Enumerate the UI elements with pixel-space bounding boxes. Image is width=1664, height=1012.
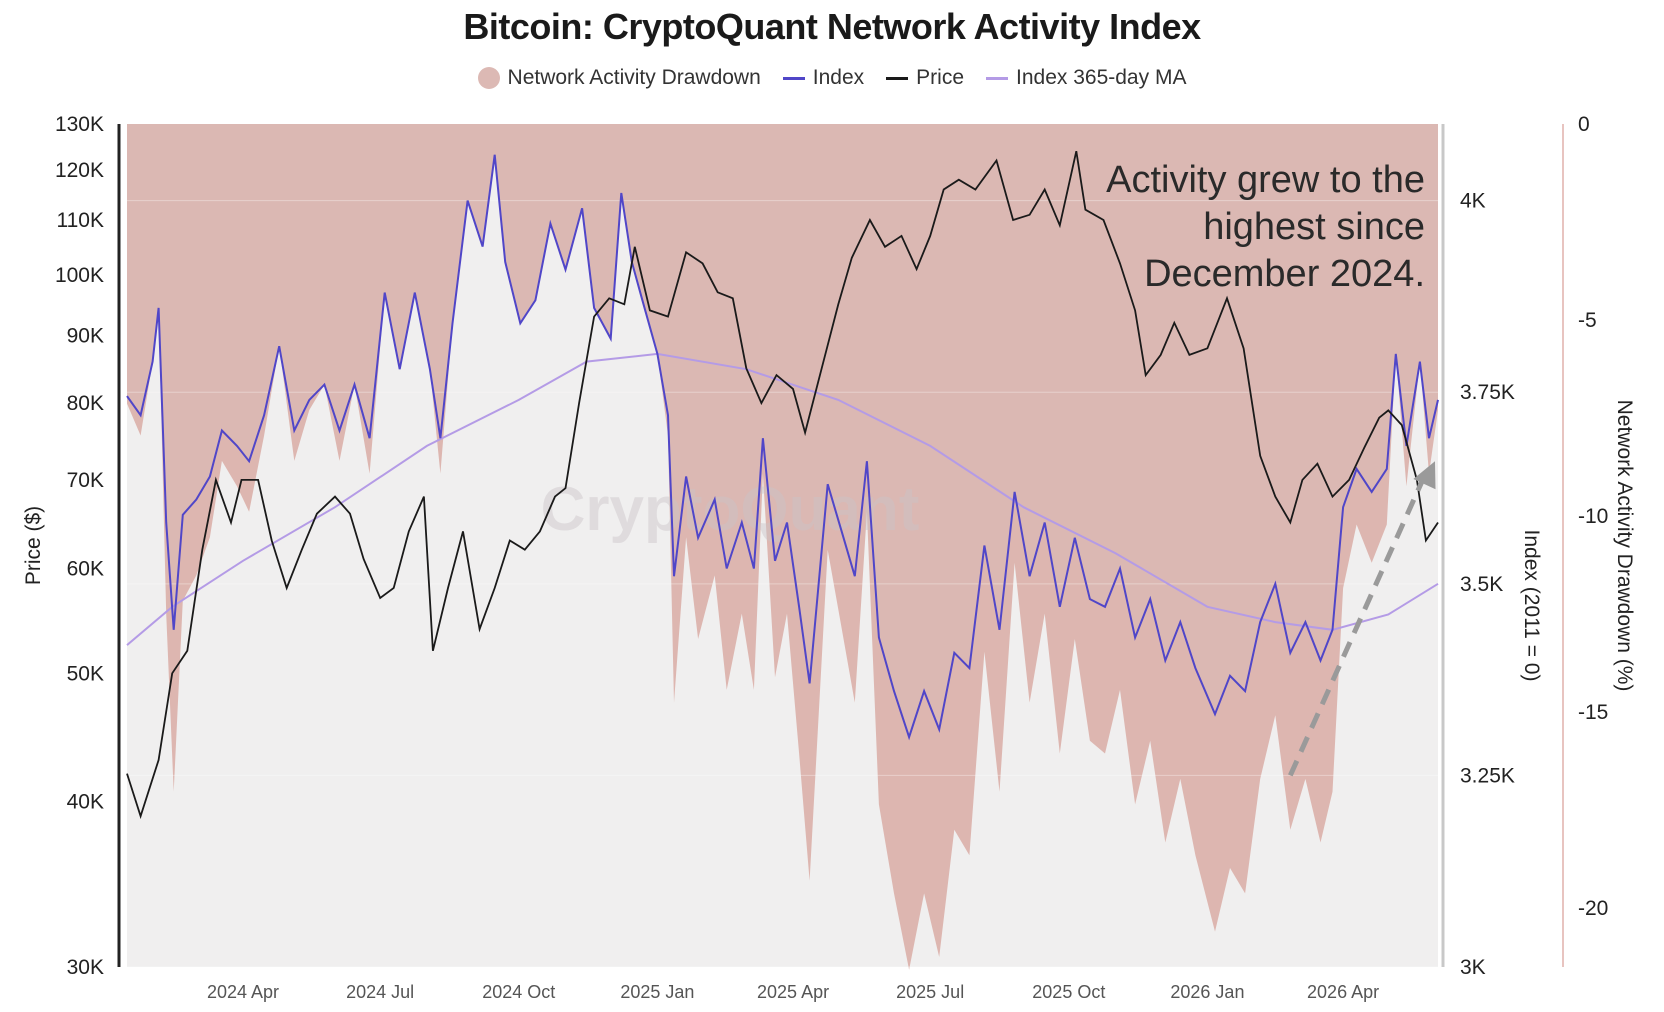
- chart-title: Bitcoin: CryptoQuant Network Activity In…: [463, 6, 1201, 47]
- drawdown-tick-label: -10: [1578, 505, 1608, 528]
- drawdown-shadow: [127, 154, 1438, 970]
- drawdown-tick-label: -5: [1578, 309, 1597, 332]
- legend-item: Index: [782, 66, 865, 90]
- x-tick-label: 2025 Jul: [896, 982, 964, 1002]
- legend-swatch: [886, 76, 909, 80]
- legend-swatch: [986, 76, 1009, 80]
- price-tick-label: 90K: [67, 324, 104, 347]
- annotation-text: December 2024.: [1144, 253, 1425, 295]
- index-tick-label: 3.25K: [1460, 764, 1515, 787]
- annotation-text: Activity grew to the: [1106, 159, 1425, 201]
- annotation-text: highest since: [1203, 206, 1425, 248]
- price-tick-label: 130K: [55, 113, 104, 136]
- price-tick-label: 50K: [67, 662, 104, 685]
- x-tick-label: 2025 Oct: [1032, 982, 1105, 1002]
- index-line: [126, 154, 1439, 741]
- drawdown-area: [127, 124, 1438, 738]
- legend-item: Price: [886, 66, 964, 90]
- legend-label: Price: [916, 66, 965, 89]
- index-tick-label: 4K: [1460, 190, 1486, 213]
- x-tick-label: 2026 Apr: [1307, 982, 1379, 1002]
- price-tick-label: 80K: [67, 392, 104, 415]
- legend-label: Index: [812, 66, 865, 89]
- price-tick-label: 60K: [67, 558, 104, 581]
- price-axis-label: Price ($): [22, 506, 45, 585]
- x-tick-label: 2024 Apr: [207, 982, 279, 1002]
- x-tick-label: 2024 Oct: [482, 982, 555, 1002]
- price-tick-label: 40K: [67, 791, 104, 814]
- drawdown-axis-label: Network Activity Drawdown (%): [1613, 400, 1636, 692]
- annotation-arrowhead: [1413, 461, 1436, 490]
- price-line: [126, 151, 1439, 820]
- index-tick-label: 3K: [1460, 956, 1486, 979]
- watermark: CryptoQuant: [541, 475, 920, 544]
- price-tick-label: 110K: [57, 209, 105, 232]
- x-tick-label: 2025 Jan: [620, 982, 694, 1002]
- index-tick-label: 3.75K: [1460, 381, 1515, 404]
- index-axis-label: Index (2011 = 0): [1520, 530, 1543, 682]
- legend-swatch: [477, 67, 500, 89]
- legend-label: Index 365-day MA: [1016, 66, 1187, 89]
- drawdown-tick-label: 0: [1578, 113, 1590, 136]
- drawdown-tick-label: -20: [1578, 897, 1608, 920]
- price-tick-label: 100K: [55, 264, 104, 287]
- drawdown-tick-label: -15: [1578, 701, 1608, 724]
- price-tick-label: 120K: [55, 159, 104, 182]
- x-tick-label: 2026 Jan: [1170, 982, 1244, 1002]
- x-tick-label: 2025 Apr: [757, 982, 829, 1002]
- legend-item: Network Activity Drawdown: [477, 66, 761, 90]
- annotation-arrow: [1288, 478, 1426, 777]
- legend-label: Network Activity Drawdown: [507, 66, 761, 89]
- legend-item: Index 365-day MA: [986, 66, 1186, 90]
- x-tick-label: 2024 Jul: [346, 982, 414, 1002]
- legend: Network Activity Drawdown Index Price Index…: [0, 66, 1664, 90]
- price-tick-label: 30K: [67, 956, 104, 979]
- index-tick-label: 3.5K: [1460, 573, 1503, 596]
- legend-swatch: [782, 76, 805, 80]
- price-tick-label: 70K: [67, 469, 104, 492]
